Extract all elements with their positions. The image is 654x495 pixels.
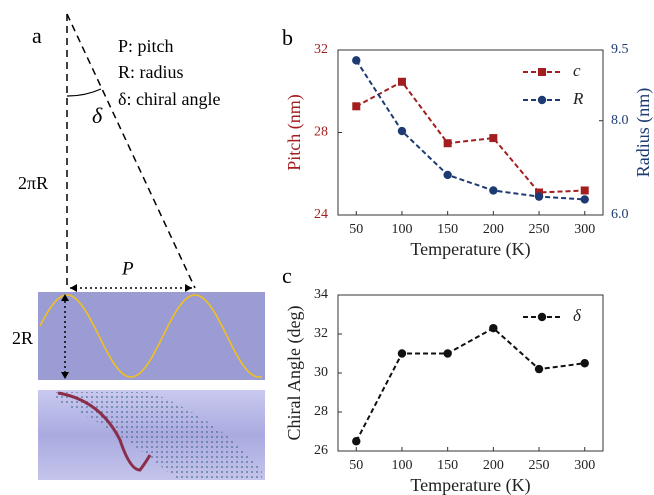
marker <box>580 195 589 204</box>
marker <box>443 139 452 148</box>
y2-tick-label: 6.0 <box>611 207 629 222</box>
x-tick-label: 200 <box>483 458 504 473</box>
y-tick-label: 30 <box>314 365 328 380</box>
y-tick-label: 34 <box>314 287 328 302</box>
plot-frame <box>337 49 604 216</box>
y-tick-label: 28 <box>314 125 328 140</box>
marker <box>580 186 589 195</box>
x-tick-label: 150 <box>437 458 458 473</box>
pitch-label: P <box>121 258 134 279</box>
marker <box>537 312 547 322</box>
y-axis-label: Chiral Angle (deg) <box>284 306 305 441</box>
marker <box>397 126 407 136</box>
helix-strand <box>57 391 152 472</box>
diameter-label: 2R <box>12 328 33 348</box>
marker <box>534 192 544 201</box>
legend-text: R: radius <box>118 62 184 82</box>
marker <box>397 349 407 358</box>
y-tick-label: 32 <box>314 42 328 57</box>
panel-label: a <box>32 23 42 48</box>
marker <box>580 359 589 368</box>
series-line <box>355 326 585 442</box>
legend-text: δ: chiral angle <box>118 89 220 109</box>
angle-arc <box>66 88 102 97</box>
tube-section <box>38 292 265 380</box>
y-tick-label: 28 <box>314 404 328 419</box>
x-tick-label: 200 <box>483 222 504 237</box>
marker <box>443 349 452 358</box>
y-tick-label: 24 <box>314 207 328 222</box>
marker <box>489 134 498 143</box>
y2-tick-label: 8.0 <box>611 113 629 128</box>
marker <box>489 186 498 195</box>
panel-label: c <box>282 263 292 288</box>
x-tick-label: 150 <box>437 222 458 237</box>
marker <box>489 323 498 333</box>
y-tick-label: 32 <box>314 326 328 341</box>
x-axis-label: Temperature (K) <box>410 475 530 495</box>
charts: b 50 100 150 200 250 300 24 28 32 6.0 8.0 9.5 Tempera… <box>282 25 654 495</box>
y2-tick-label: 9.5 <box>611 42 629 57</box>
helix-line <box>66 13 196 289</box>
x-tick-label: 250 <box>529 458 550 473</box>
marker <box>397 77 406 86</box>
legend-label: c <box>573 61 581 80</box>
x-tick-label: 250 <box>529 222 550 237</box>
marker <box>538 68 546 76</box>
marker <box>537 95 547 105</box>
y-axis-label: Pitch (nm) <box>284 94 305 171</box>
x-tick-label: 100 <box>391 458 412 473</box>
schematic: a δ P: pitch R: radius δ: chiral angle 2… <box>12 13 265 480</box>
panel-label: b <box>282 25 293 50</box>
angle-label: δ <box>92 103 103 128</box>
plot-frame <box>337 294 604 452</box>
legend-label: R <box>572 89 584 108</box>
helix-projection <box>39 294 263 378</box>
height-label: 2πR <box>18 173 48 193</box>
series-line <box>355 59 585 201</box>
marker <box>352 437 361 446</box>
x-tick-label: 300 <box>574 222 595 237</box>
series-line <box>355 80 585 194</box>
x-tick-label: 50 <box>349 222 363 237</box>
x-tick-label: 100 <box>391 222 412 237</box>
legend-label: δ <box>573 306 582 325</box>
y2-axis-label: Radius (nm) <box>633 88 654 178</box>
x-axis-label: Temperature (K) <box>410 239 530 260</box>
legend-text: P: pitch <box>118 36 174 56</box>
mesh-sheet <box>55 392 262 478</box>
x-tick-label: 50 <box>349 458 363 473</box>
marker <box>443 170 452 180</box>
marker <box>352 102 361 111</box>
y-tick-label: 26 <box>314 443 328 458</box>
marker <box>534 364 544 374</box>
x-tick-label: 300 <box>574 458 595 473</box>
marker <box>352 56 361 65</box>
